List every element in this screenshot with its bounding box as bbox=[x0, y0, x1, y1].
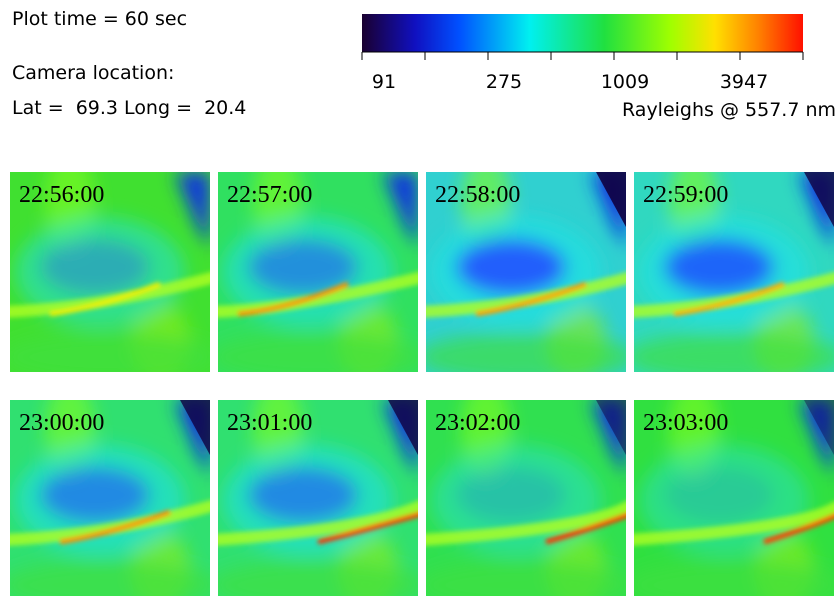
blue-corner bbox=[799, 400, 834, 475]
camera-label: Camera location: bbox=[12, 62, 175, 84]
timestamp: 23:01:00 bbox=[227, 410, 312, 436]
arc-streak bbox=[10, 272, 210, 318]
colorbar-tick-label: 3947 bbox=[720, 71, 768, 93]
green-lower bbox=[10, 560, 210, 596]
colorbar-tick-label: 91 bbox=[372, 71, 396, 93]
dark-corner bbox=[180, 400, 210, 455]
dark-corner bbox=[388, 400, 418, 455]
blue-region bbox=[456, 239, 566, 295]
timestamp: 23:02:00 bbox=[435, 410, 520, 436]
colorbar-tick-label: 275 bbox=[486, 71, 522, 93]
timestamp: 22:58:00 bbox=[435, 182, 520, 208]
aurora-image bbox=[426, 400, 626, 596]
colorbar-tick-label: 1009 bbox=[601, 71, 649, 93]
arc-core bbox=[317, 512, 418, 545]
timestamp: 23:03:00 bbox=[643, 410, 728, 436]
plot-time: Plot time = 60 sec bbox=[12, 8, 188, 30]
colorbar bbox=[362, 14, 803, 52]
aurora-image bbox=[634, 172, 834, 372]
aurora-image bbox=[218, 400, 418, 596]
arc-streak bbox=[218, 272, 418, 318]
colorbar-unit: Rayleighs @ 557.7 nm bbox=[622, 99, 836, 121]
image-texture bbox=[426, 172, 626, 372]
arc-core bbox=[237, 281, 349, 317]
dark-corner bbox=[596, 400, 626, 455]
blue-corner bbox=[175, 172, 210, 247]
aurora-image bbox=[10, 400, 210, 596]
dark-corner bbox=[804, 400, 834, 455]
blue-region bbox=[40, 467, 150, 523]
aurora-image bbox=[10, 172, 210, 372]
camera-location: Lat = 69.3 Long = 20.4 bbox=[12, 97, 247, 119]
green-lower bbox=[634, 332, 834, 372]
green-lower bbox=[426, 332, 626, 372]
arc-core bbox=[763, 513, 834, 545]
arc-streak bbox=[10, 500, 210, 546]
arc-band bbox=[218, 500, 418, 546]
arc-streak bbox=[634, 501, 834, 546]
arc-core bbox=[49, 281, 161, 317]
arc-streak bbox=[218, 500, 418, 546]
green-lower bbox=[218, 332, 418, 372]
arc-core bbox=[475, 281, 587, 317]
arc-core bbox=[673, 281, 785, 317]
timestamp: 23:00:00 bbox=[19, 410, 104, 436]
arc-streak bbox=[426, 500, 626, 546]
timestamp: 22:59:00 bbox=[643, 182, 728, 208]
image-texture bbox=[634, 400, 834, 596]
image-texture bbox=[218, 172, 418, 372]
green-lower bbox=[218, 560, 418, 596]
arc-core bbox=[59, 509, 171, 545]
arc-streak bbox=[426, 272, 626, 318]
arc-band bbox=[634, 501, 834, 546]
dark-corner bbox=[596, 172, 626, 227]
blue-region bbox=[456, 467, 566, 523]
aurora-image bbox=[634, 400, 834, 596]
image-texture bbox=[10, 400, 210, 596]
blue-region bbox=[664, 467, 774, 523]
aurora-image bbox=[426, 172, 626, 372]
timestamp: 22:57:00 bbox=[227, 182, 312, 208]
arc-core bbox=[545, 513, 626, 545]
green-lower bbox=[634, 560, 834, 596]
aurora-image bbox=[218, 172, 418, 372]
image-texture bbox=[10, 172, 210, 372]
blue-region bbox=[40, 239, 150, 295]
blue-corner bbox=[383, 172, 418, 247]
blue-region bbox=[248, 239, 358, 295]
arc-band bbox=[426, 500, 626, 546]
blue-region bbox=[664, 239, 774, 295]
arc-streak bbox=[634, 272, 834, 318]
timestamp: 22:56:00 bbox=[19, 182, 104, 208]
green-lower bbox=[426, 560, 626, 596]
dark-corner bbox=[804, 172, 834, 227]
blue-region bbox=[248, 467, 358, 523]
green-lower bbox=[10, 332, 210, 372]
